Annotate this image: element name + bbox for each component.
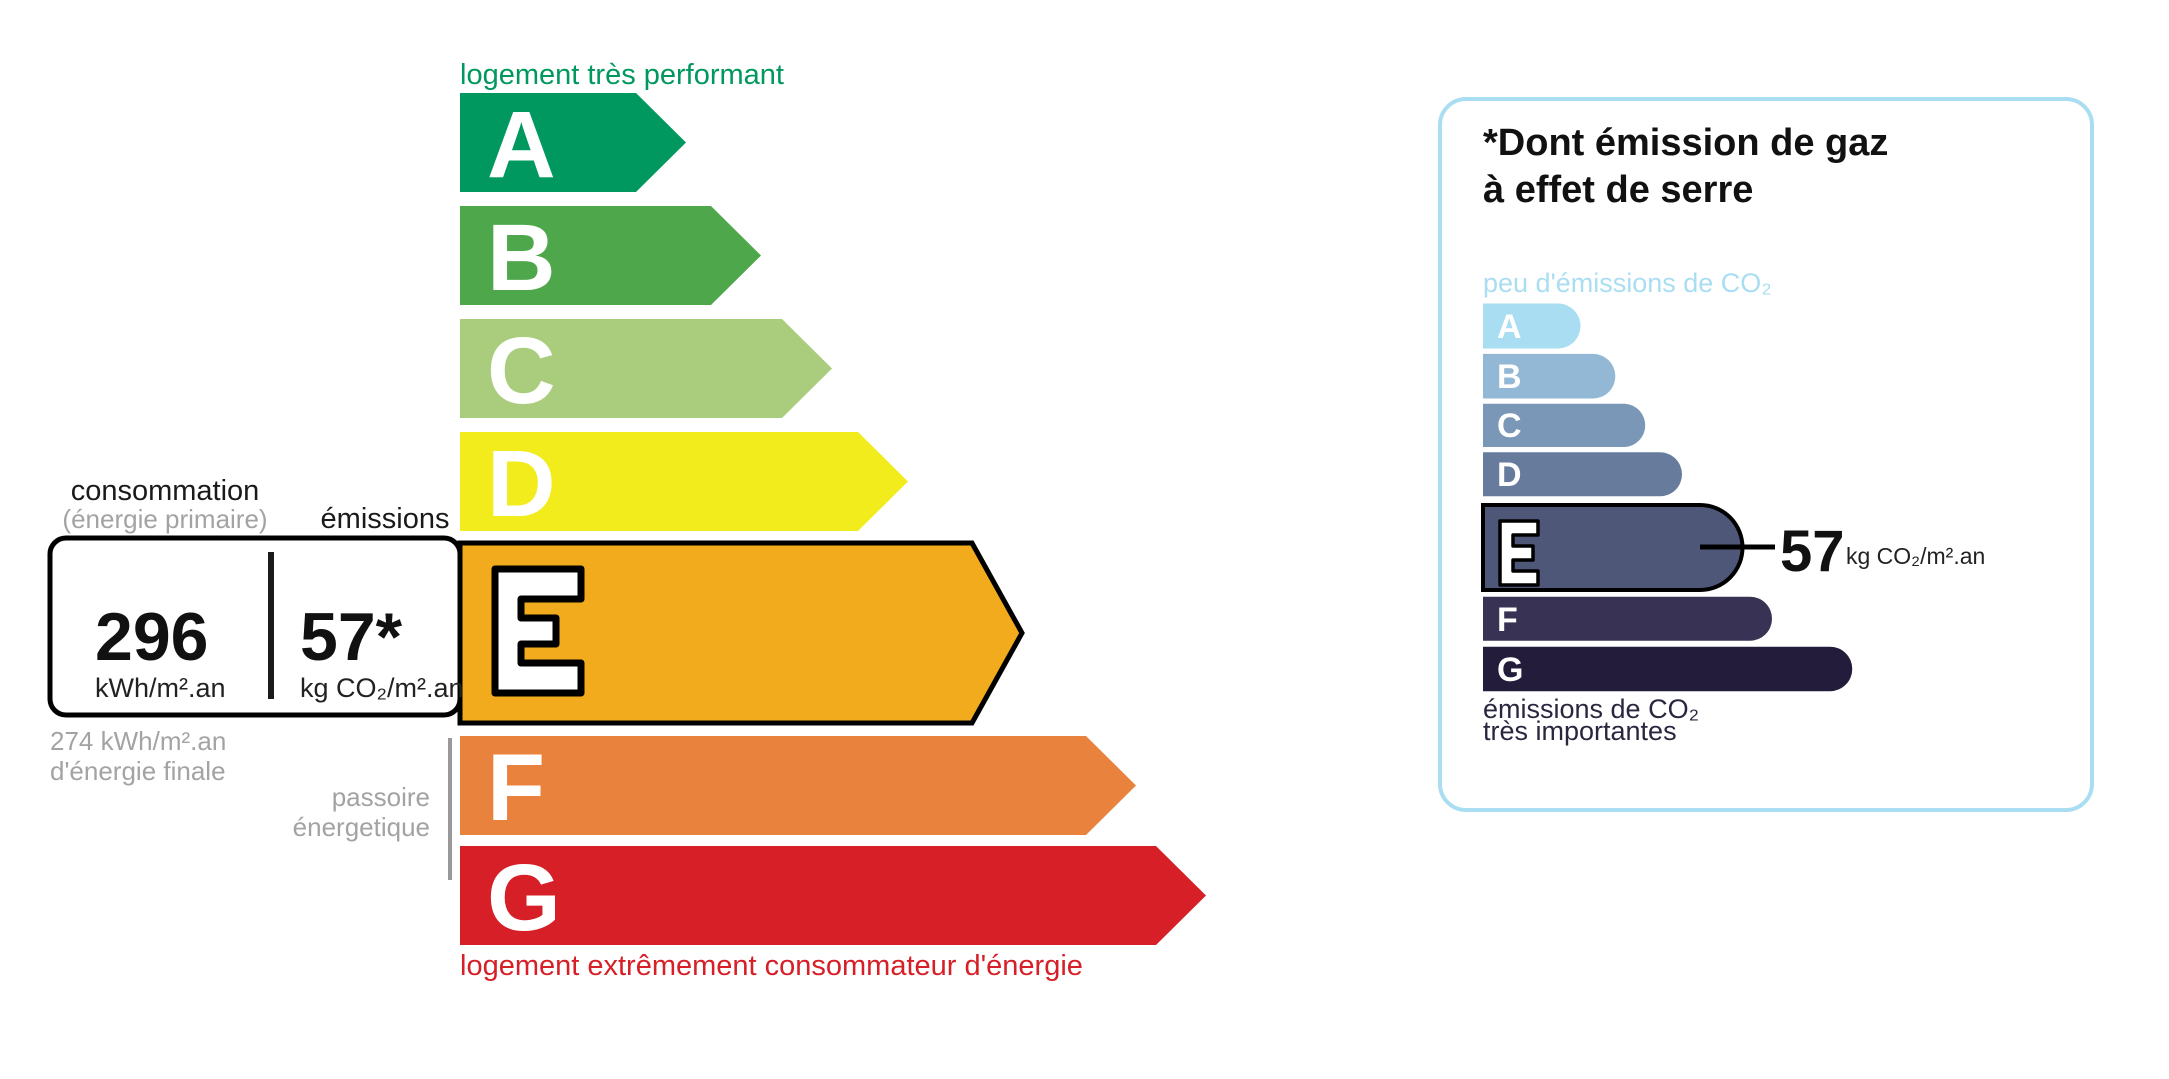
svg-text:énergetique: énergetique — [293, 812, 430, 842]
svg-text:kg CO₂/m².an: kg CO₂/m².an — [300, 673, 464, 703]
svg-text:296: 296 — [95, 599, 208, 675]
svg-text:D: D — [487, 431, 556, 537]
svg-text:274 kWh/m².an: 274 kWh/m².an — [50, 726, 226, 756]
svg-text:B: B — [487, 205, 556, 311]
svg-text:57: 57 — [1780, 519, 1845, 584]
svg-text:A: A — [1497, 308, 1522, 346]
svg-text:B: B — [1497, 358, 1522, 396]
svg-text:(énergie primaire): (énergie primaire) — [62, 504, 267, 534]
svg-text:G: G — [487, 845, 561, 951]
svg-text:F: F — [1497, 601, 1518, 639]
svg-text:57*: 57* — [300, 599, 403, 675]
svg-text:peu d'émissions de CO₂: peu d'émissions de CO₂ — [1483, 268, 1772, 298]
svg-text:G: G — [1497, 651, 1523, 689]
svg-text:passoire: passoire — [332, 782, 430, 812]
svg-text:F: F — [487, 735, 545, 841]
svg-text:C: C — [1497, 407, 1522, 445]
svg-text:kWh/m².an: kWh/m².an — [95, 673, 226, 703]
svg-text:logement très performant: logement très performant — [460, 59, 784, 91]
svg-text:émissions: émissions — [321, 503, 450, 535]
svg-text:consommation: consommation — [71, 475, 260, 507]
svg-text:d'énergie finale: d'énergie finale — [50, 756, 226, 786]
svg-text:logement extrêmement consommat: logement extrêmement consommateur d'éner… — [460, 950, 1083, 982]
svg-text:kg CO₂/m².an: kg CO₂/m².an — [1846, 543, 1985, 569]
svg-text:D: D — [1497, 456, 1522, 494]
svg-text:à effet de serre: à effet de serre — [1483, 169, 1753, 211]
svg-text:A: A — [487, 92, 556, 198]
svg-text:très importantes: très importantes — [1483, 716, 1677, 746]
svg-text:*Dont émission de gaz: *Dont émission de gaz — [1483, 122, 1888, 164]
svg-text:C: C — [487, 318, 556, 424]
